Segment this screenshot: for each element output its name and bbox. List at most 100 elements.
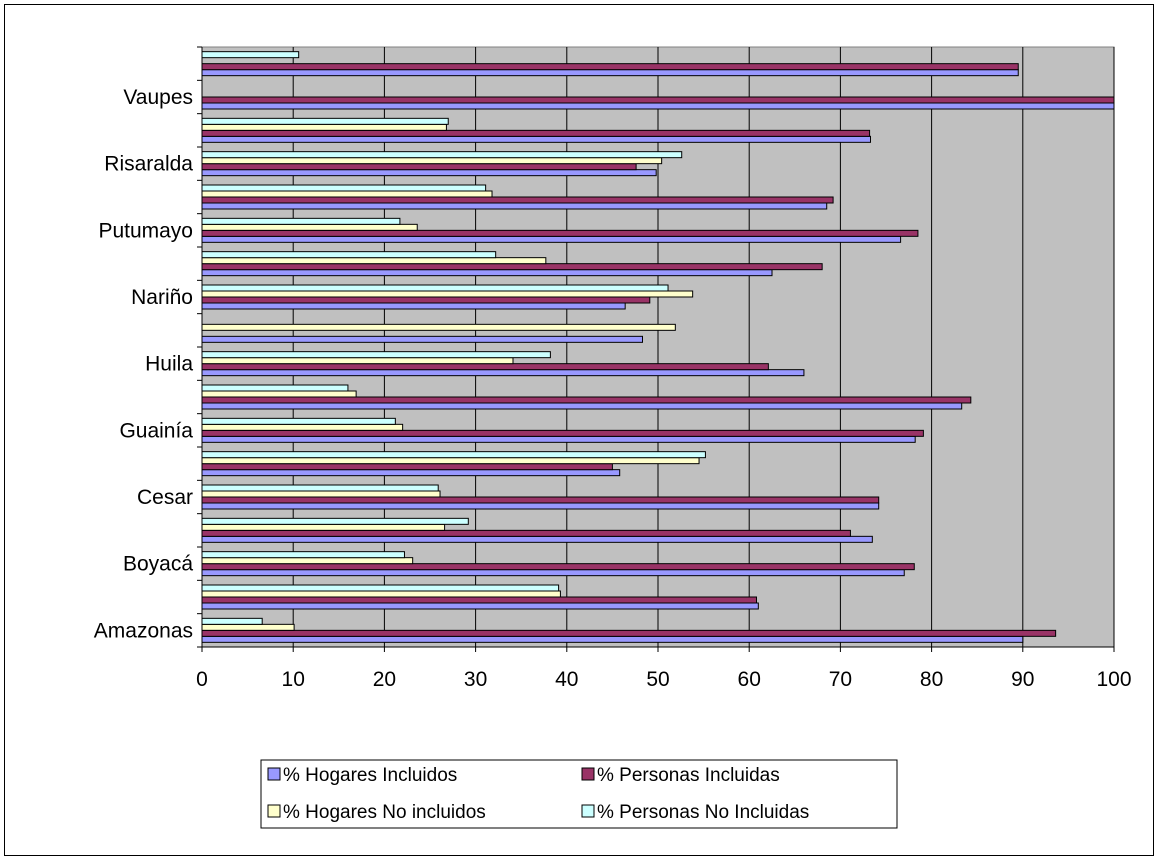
bar-personas-incluidas-10: [201, 296, 651, 304]
bar-personas-no-incluidas-6: [201, 417, 396, 425]
bar-personas-incluidas-3: [201, 529, 851, 537]
category-label: Nariño: [131, 286, 193, 309]
x-tick-label: 90: [1011, 668, 1034, 691]
bar-hogares-no-incluidos-0: [201, 623, 295, 631]
x-tick-label: 80: [920, 668, 943, 691]
bar-hogares-incluidos-7: [201, 402, 963, 410]
bar-hogares-no-incluidos-14: [201, 157, 663, 165]
bar-personas-incluidas-8: [201, 363, 769, 371]
bar-personas-no-incluidas-8: [201, 351, 551, 359]
x-tick-label: 60: [738, 668, 761, 691]
bar-personas-incluidas-14: [201, 163, 637, 171]
bar-hogares-incluidos-14: [201, 169, 657, 177]
bar-personas-incluidas-11: [201, 263, 823, 271]
bar-personas-no-incluidas-2: [201, 551, 405, 559]
bar-personas-no-incluidas-13: [201, 184, 487, 192]
axes: [197, 46, 1115, 652]
legend-label-hogares-incluidos: % Hogares Incluidos: [283, 765, 457, 786]
bar-hogares-no-incluidos-2: [201, 557, 414, 565]
bar-hogares-incluidos-15: [201, 135, 871, 143]
bar-personas-no-incluidas-3: [201, 517, 469, 525]
legend-label-personas-incluidas: % Personas Incluidas: [597, 765, 780, 786]
bar-personas-no-incluidas-7: [201, 384, 349, 392]
tick-labels: 0 10 20 30 40 50 60 70 80 90 100: [196, 668, 1131, 691]
bar-hogares-incluidos-16: [201, 102, 1115, 110]
legend-label-personas-no-incluidas: % Personas No Incluidas: [597, 802, 809, 823]
bar-personas-incluidas-15: [201, 129, 871, 137]
x-tick-label: 0: [196, 668, 208, 691]
bars: [201, 51, 1115, 643]
bar-hogares-no-incluidos-3: [201, 523, 446, 531]
bar-personas-no-incluidas-1: [201, 584, 560, 592]
category-label: Guainía: [119, 419, 193, 442]
bar-hogares-incluidos-13: [201, 202, 828, 210]
bar-hogares-no-incluidos-4: [201, 490, 441, 498]
bar-hogares-incluidos-6: [201, 435, 916, 443]
bar-hogares-no-incluidos-8: [201, 357, 514, 365]
gridlines: [292, 47, 1115, 647]
bar-personas-no-incluidas-15: [201, 117, 449, 125]
bar-personas-incluidas-12: [201, 229, 919, 237]
x-tick-label: 10: [282, 668, 305, 691]
x-tick-label: 40: [555, 668, 578, 691]
bar-hogares-incluidos-1: [201, 602, 759, 610]
legend-swatch-hogares-no-incluidos: [267, 804, 281, 818]
x-tick-label: 70: [829, 668, 852, 691]
bar-personas-incluidas-1: [201, 596, 757, 604]
legend-swatch-hogares-incluidos: [267, 767, 281, 781]
bar-personas-no-incluidas-5: [201, 451, 706, 459]
bar-hogares-incluidos-2: [201, 569, 905, 577]
legend-swatch-personas-no-incluidas: [581, 804, 595, 818]
bar-hogares-incluidos-11: [201, 269, 773, 277]
bar-hogares-incluidos-3: [201, 535, 873, 543]
bar-hogares-no-incluidos-12: [201, 223, 418, 231]
bar-hogares-incluidos-0: [201, 635, 1024, 643]
bar-personas-no-incluidas-14: [201, 151, 683, 159]
x-tick-label: 20: [373, 668, 396, 691]
bar-hogares-no-incluidos-7: [201, 390, 357, 398]
category-labels: Amazonas Boyacá Cesar Guainía Huila Nariño Put…: [94, 86, 194, 642]
bar-personas-incluidas-16: [201, 96, 1115, 104]
bar-personas-no-incluidas-10: [201, 284, 669, 292]
bar-hogares-no-incluidos-6: [201, 423, 404, 431]
bar-hogares-incluidos-10: [201, 302, 626, 310]
bar-hogares-no-incluidos-13: [201, 190, 493, 198]
bar-personas-incluidas-13: [201, 196, 834, 204]
bar-personas-incluidas-0: [201, 629, 1057, 637]
category-label: Putumayo: [98, 219, 193, 242]
x-tick-label: 50: [646, 668, 669, 691]
bar-hogares-no-incluidos-9: [201, 323, 676, 331]
bar-personas-no-incluidas-4: [201, 484, 439, 492]
bar-hogares-incluidos-4: [201, 502, 880, 510]
category-label: Amazonas: [94, 619, 193, 642]
bar-hogares-incluidos-12: [201, 235, 902, 243]
legend: % Hogares Incluidos % Personas Incluidas…: [260, 759, 898, 829]
category-label: Cesar: [137, 486, 193, 509]
bar-personas-no-incluidas-12: [201, 217, 401, 225]
legend-swatch-personas-incluidas: [581, 767, 595, 781]
bar-personas-incluidas-7: [201, 396, 972, 404]
bar-personas-incluidas-4: [201, 496, 880, 504]
bar-personas-incluidas-6: [201, 429, 924, 437]
bar-personas-no-incluidas-0: [201, 617, 263, 625]
bar-hogares-no-incluidos-10: [201, 290, 694, 298]
bar-personas-no-incluidas-17: [201, 51, 300, 59]
category-label: Risaralda: [104, 153, 193, 176]
bar-personas-incluidas-2: [201, 563, 915, 571]
x-tick-label: 30: [464, 668, 487, 691]
bar-hogares-incluidos-8: [201, 369, 805, 377]
category-label: Boyacá: [123, 553, 193, 576]
bar-personas-no-incluidas-11: [201, 251, 497, 259]
bar-personas-incluidas-17: [201, 63, 1019, 71]
legend-box: [260, 759, 898, 829]
bar-hogares-no-incluidos-5: [201, 457, 700, 465]
bar-hogares-no-incluidos-15: [201, 123, 447, 131]
bar-hogares-incluidos-9: [201, 335, 643, 343]
bar-hogares-incluidos-17: [201, 69, 1019, 77]
category-label: Vaupes: [123, 86, 193, 109]
bar-personas-incluidas-5: [201, 463, 613, 471]
bar-hogares-no-incluidos-1: [201, 590, 561, 598]
bar-hogares-no-incluidos-11: [201, 257, 547, 265]
legend-label-hogares-no-incluidos: % Hogares No incluidos: [283, 802, 486, 823]
